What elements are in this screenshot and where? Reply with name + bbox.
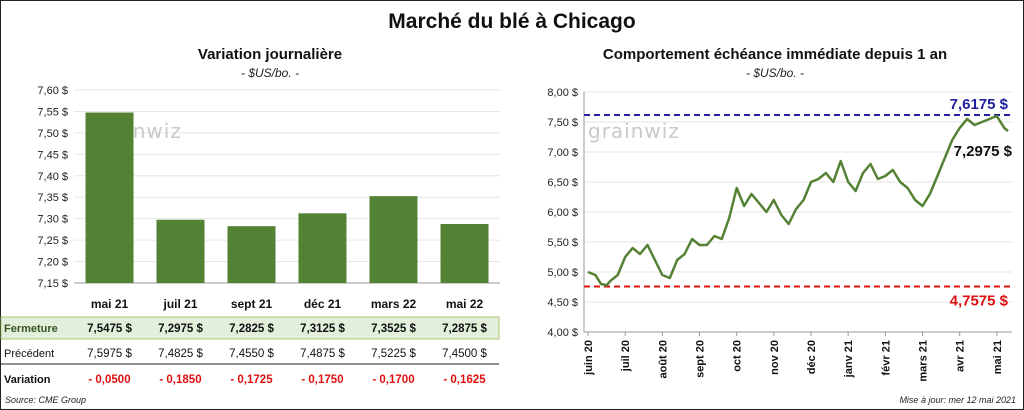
table-cell: 7,5975 $ xyxy=(87,348,132,360)
x-tick-label: sept 20 xyxy=(695,340,707,378)
x-tick-label: nov 20 xyxy=(769,340,781,375)
watermark-text: grainwiz xyxy=(588,119,680,143)
bar-sept-21 xyxy=(227,226,276,283)
source-note: Source: CME Group xyxy=(5,395,87,405)
table-cell: 7,2975 $ xyxy=(158,323,203,335)
table-cell: 7,4825 $ xyxy=(158,348,203,360)
table-cell: - 0,1750 xyxy=(301,374,343,386)
bar-déc-21 xyxy=(298,213,347,283)
y-tick-label: 7,00 $ xyxy=(547,147,578,159)
y-tick-label: 7,20 $ xyxy=(37,257,68,269)
y-tick-label: 7,55 $ xyxy=(37,106,68,118)
table-cell: 7,4500 $ xyxy=(442,348,487,360)
high-value-label: 7,6175 $ xyxy=(950,96,1009,113)
table-row-label: Fermeture xyxy=(4,323,58,335)
table-row-label: Variation xyxy=(4,374,51,386)
table-cell: 7,2875 $ xyxy=(442,323,487,335)
x-tick-label: oct 20 xyxy=(732,340,744,372)
y-tick-label: 4,50 $ xyxy=(547,297,578,309)
x-tick-label: déc 21 xyxy=(304,297,342,311)
y-tick-label: 7,50 $ xyxy=(547,117,578,129)
y-tick-label: 6,50 $ xyxy=(547,177,578,189)
y-tick-label: 7,15 $ xyxy=(37,278,68,290)
y-tick-label: 5,50 $ xyxy=(547,237,578,249)
bar-juil-21 xyxy=(156,219,205,283)
line-chart: 4,00 $ 4,50 $ 5,00 $ 5,50 $ 6,00 $ 6,50 $ 7,00… xyxy=(547,87,1013,382)
bar-mai-22 xyxy=(440,224,489,283)
page-title: Marché du blé à Chicago xyxy=(388,10,636,33)
y-tick-label: 4,00 $ xyxy=(547,327,578,339)
x-tick-label: juil 20 xyxy=(620,340,632,372)
low-value-label: 4,7575 $ xyxy=(950,293,1009,310)
price-line xyxy=(587,114,1009,287)
update-note: Mise à jour: mer 12 mai 2021 xyxy=(899,395,1016,405)
bar-mars-22 xyxy=(369,196,418,283)
table-cell: 7,4550 $ xyxy=(229,348,274,360)
last-value-label: 7,2975 $ xyxy=(954,143,1013,160)
x-tick-label: janv 21 xyxy=(843,340,855,378)
y-tick-label: 5,00 $ xyxy=(547,267,578,279)
table-row-label: Précédent xyxy=(4,348,54,360)
bar-chart-title: Variation journalière xyxy=(197,46,343,63)
table-cell: 7,3525 $ xyxy=(371,323,416,335)
x-tick-label: mars 21 xyxy=(918,340,930,382)
bar-chart-unit: - $US/bo. - xyxy=(240,66,300,80)
table-cell: - 0,1700 xyxy=(372,374,414,386)
table-cell: - 0,1850 xyxy=(159,374,201,386)
y-tick-label: 7,40 $ xyxy=(37,171,68,183)
y-tick-label: 7,45 $ xyxy=(37,149,68,161)
x-tick-label: mai 21 xyxy=(91,297,129,311)
x-tick-label: mai 22 xyxy=(446,297,484,311)
bar-chart: 7,15 $ 7,20 $ 7,25 $ 7,30 $ 7,35 $ 7,40 $ 7,45… xyxy=(0,85,500,386)
y-tick-label: 7,60 $ xyxy=(37,85,68,97)
y-tick-label: 7,25 $ xyxy=(37,235,68,247)
table-cell: 7,5225 $ xyxy=(371,348,416,360)
y-tick-label: 7,30 $ xyxy=(37,214,68,226)
x-tick-label: juil 21 xyxy=(162,297,197,311)
x-tick-label: déc 20 xyxy=(806,340,818,374)
table-cell: 7,5475 $ xyxy=(87,323,132,335)
table-cell: 7,2825 $ xyxy=(229,323,274,335)
table-row-highlight xyxy=(0,316,500,340)
x-tick-label: sept 21 xyxy=(231,297,273,311)
table-cell: - 0,0500 xyxy=(88,374,130,386)
x-tick-label: févr 21 xyxy=(880,340,892,375)
table-cell: - 0,1625 xyxy=(443,374,486,386)
x-tick-label: juin 20 xyxy=(583,340,595,376)
x-tick-label: mai 21 xyxy=(992,340,1004,374)
table-cell: - 0,1725 xyxy=(230,374,273,386)
y-tick-label: 7,50 $ xyxy=(37,128,68,140)
y-tick-label: 7,35 $ xyxy=(37,192,68,204)
y-tick-label: 6,00 $ xyxy=(547,207,578,219)
x-tick-label: août 20 xyxy=(657,340,669,379)
x-tick-label: avr 21 xyxy=(955,340,967,372)
line-chart-unit: - $US/bo. - xyxy=(745,66,805,80)
line-chart-title: Comportement échéance immédiate depuis 1… xyxy=(602,46,948,63)
table-cell: 7,3125 $ xyxy=(300,323,345,335)
table-cell: 7,4875 $ xyxy=(300,348,345,360)
bar-mai-21 xyxy=(85,112,134,284)
x-tick-label: mars 22 xyxy=(371,297,417,311)
y-tick-label: 8,00 $ xyxy=(547,87,578,99)
